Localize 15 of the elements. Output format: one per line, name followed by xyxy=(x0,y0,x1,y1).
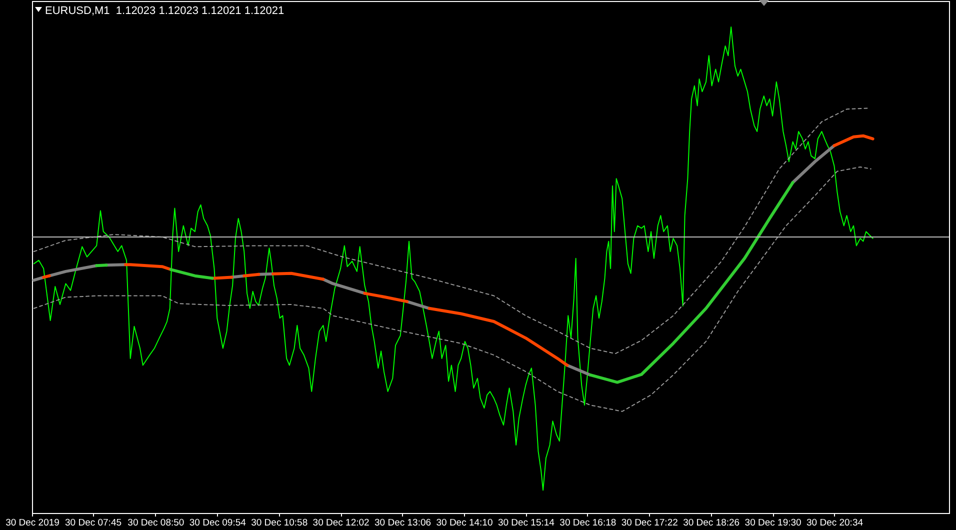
x-tick-label: 30 Dec 19:30 xyxy=(744,518,802,528)
x-tick-label: 30 Dec 07:45 xyxy=(64,518,122,528)
x-tick-label: 30 Dec 14:10 xyxy=(436,518,493,528)
x-tick-label: 30 Dec 18:26 xyxy=(683,518,740,528)
x-tick-label: 30 Dec 17:22 xyxy=(621,518,678,528)
x-tick-label: 30 Dec 20:34 xyxy=(806,518,864,528)
x-tick-label: 30 Dec 12:02 xyxy=(312,518,370,528)
x-tick-label: 30 Dec 13:06 xyxy=(374,518,432,528)
x-tick-label: 30 Dec 16:18 xyxy=(560,518,616,528)
x-tick-label: 30 Dec 2019 xyxy=(6,518,60,528)
x-tick-label: 30 Dec 09:54 xyxy=(189,518,246,528)
x-tick-label: 30 Dec 08:50 xyxy=(128,518,184,528)
chart-title: EURUSD,M1 1.12023 1.12023 1.12021 1.12021 xyxy=(45,5,284,17)
x-tick-label: 30 Dec 10:58 xyxy=(251,518,308,528)
x-tick-label: 30 Dec 15:14 xyxy=(498,518,554,528)
